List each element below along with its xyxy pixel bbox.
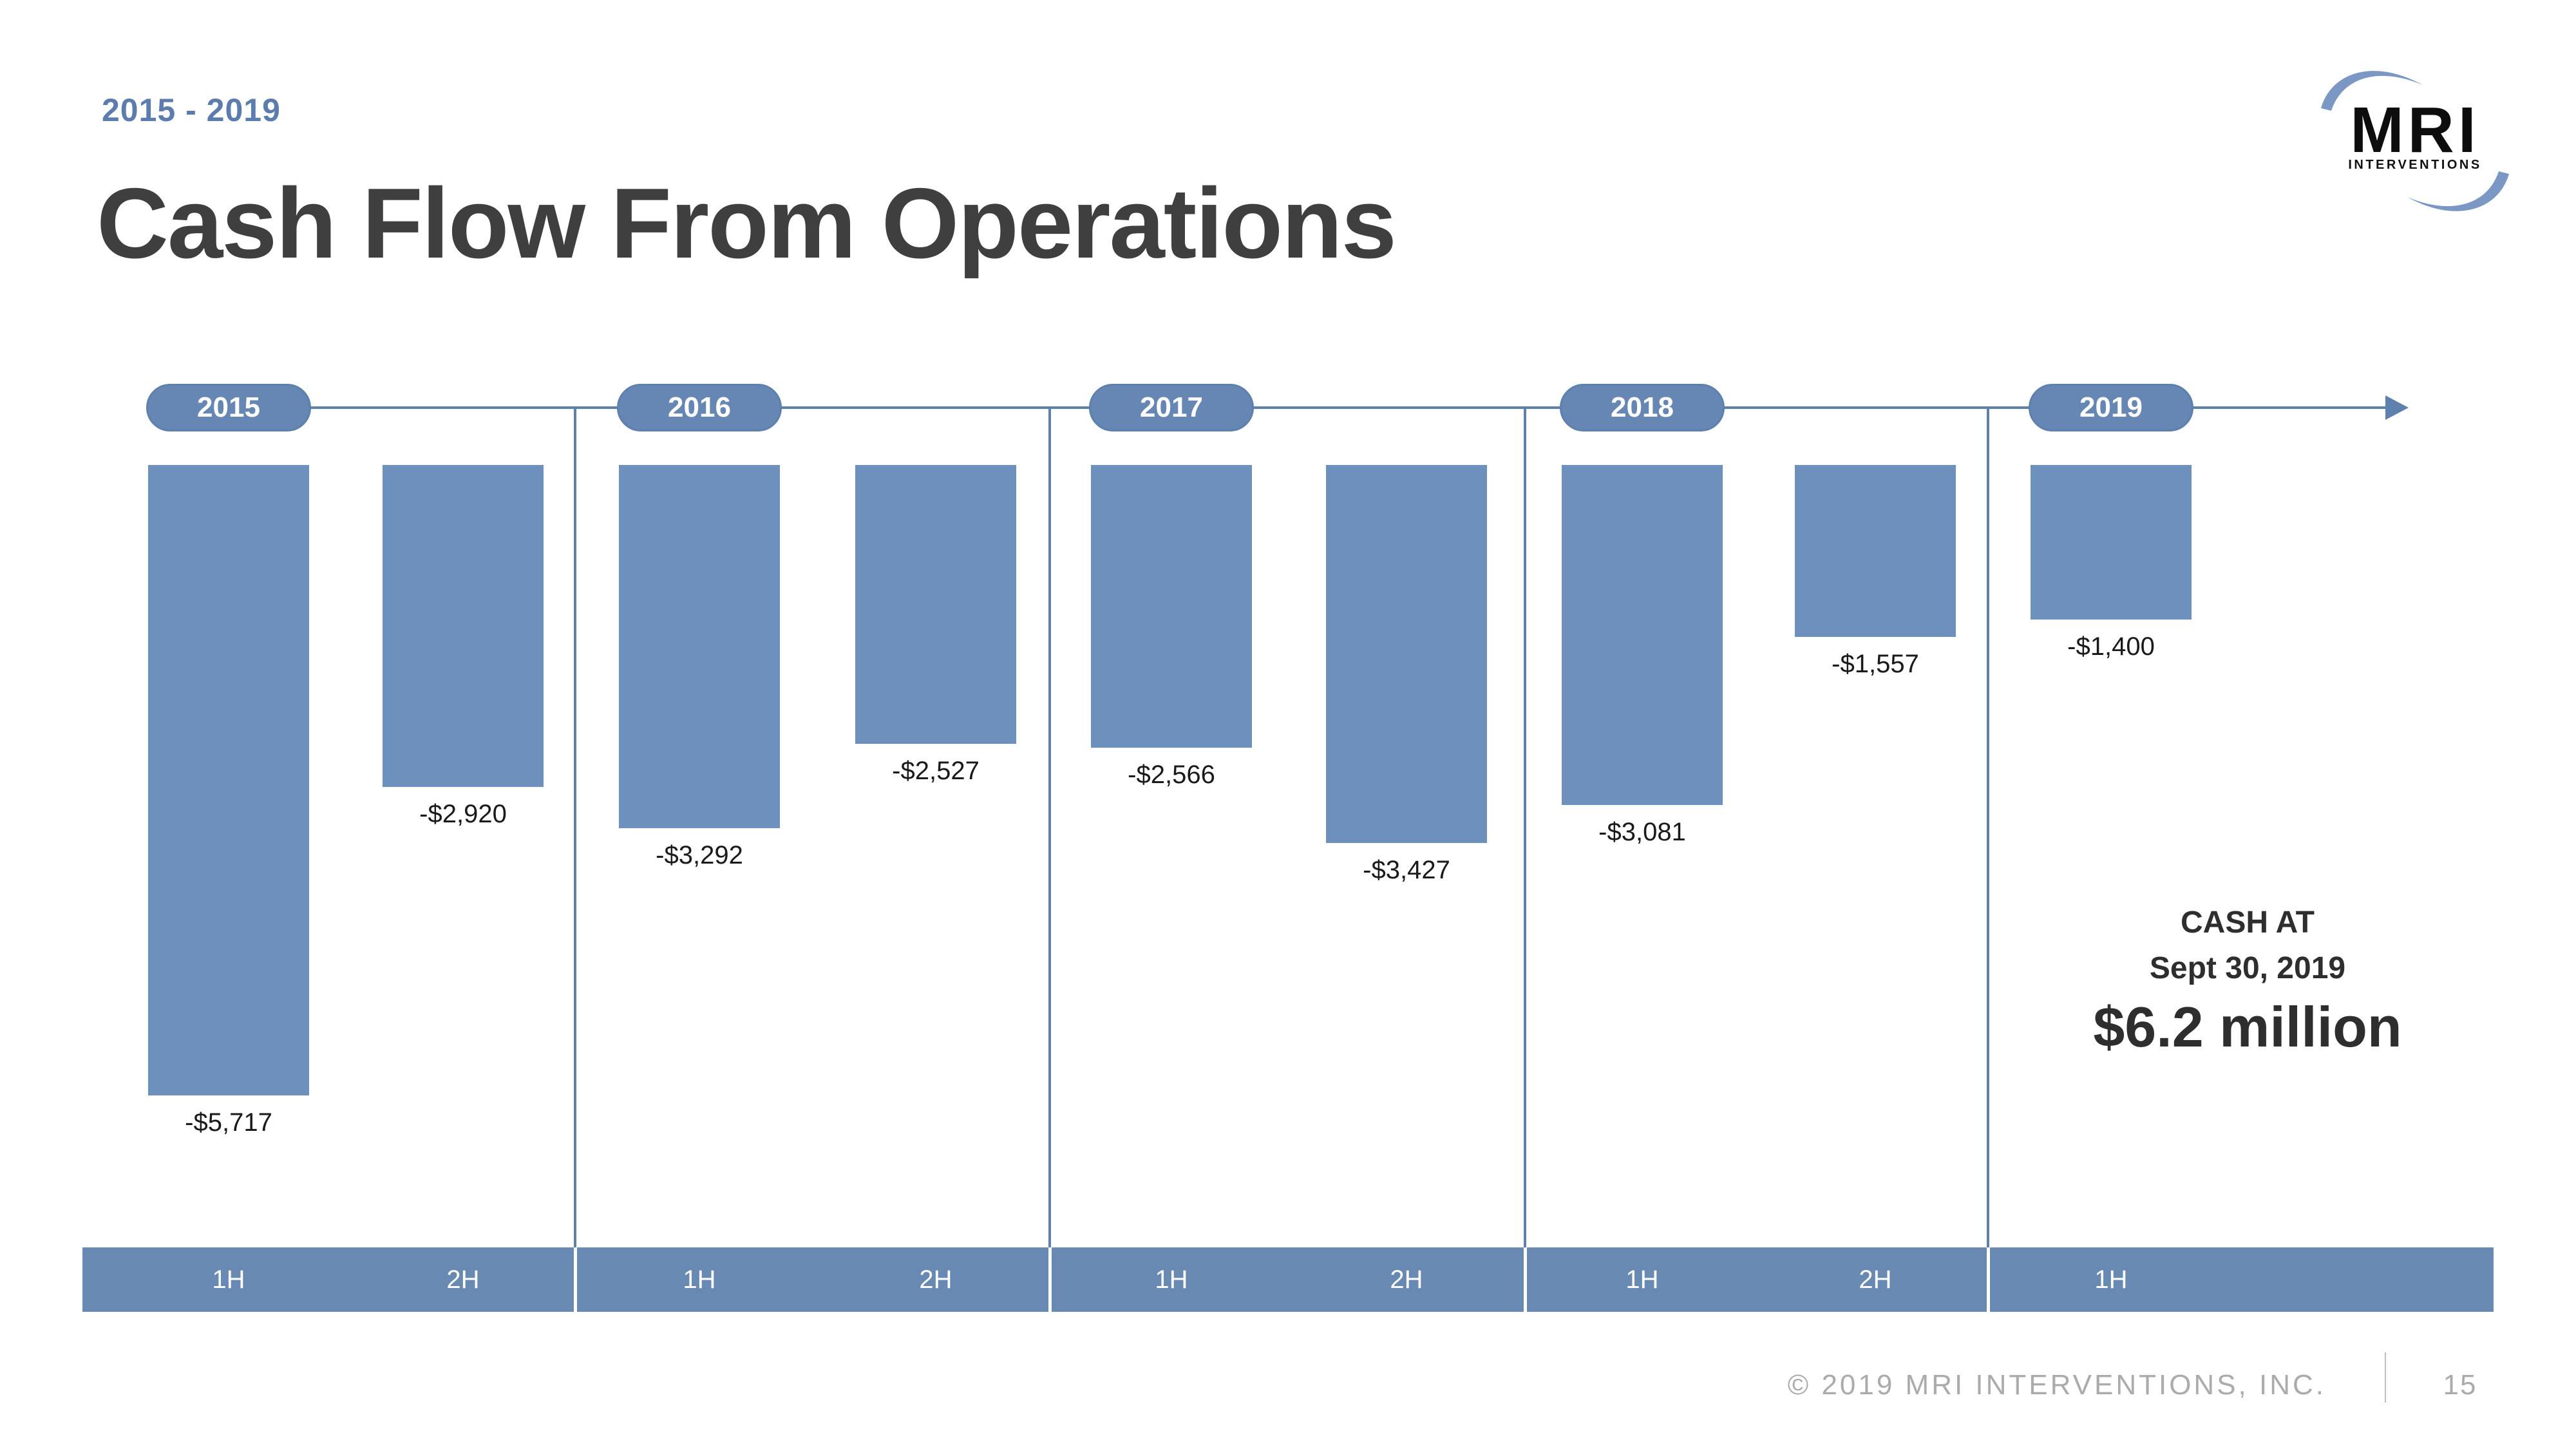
bar-value-label: -$3,292 xyxy=(656,841,743,869)
year-pill-2015: 2015 xyxy=(146,384,311,431)
period-label: 1H xyxy=(1155,1265,1188,1294)
period-band xyxy=(82,1247,2494,1312)
slide-title: Cash Flow From Operations xyxy=(97,167,1397,279)
bar-2019-1H xyxy=(2031,465,2192,620)
period-label: 1H xyxy=(1625,1265,1659,1294)
logo-subtext: INTERVENTIONS xyxy=(2348,158,2481,172)
band-separator xyxy=(1048,1247,1052,1312)
date-range-label: 2015 - 2019 xyxy=(102,92,281,128)
bar-2018-2H xyxy=(1795,465,1956,637)
year-pill-2018: 2018 xyxy=(1560,384,1725,431)
bar-value-label: -$1,400 xyxy=(2067,632,2155,661)
cash-annotation: CASH AT Sept 30, 2019 $6.2 million xyxy=(1984,900,2512,1063)
bar-2016-1H xyxy=(619,465,780,828)
bar-2017-1H xyxy=(1091,465,1252,748)
timeline-axis xyxy=(155,406,2385,409)
year-pill-2017: 2017 xyxy=(1089,384,1254,431)
logo-swoosh-top xyxy=(2321,71,2423,111)
bar-value-label: -$2,920 xyxy=(419,800,507,828)
bar-2018-1H xyxy=(1562,465,1723,805)
cash-annotation-amount: $6.2 million xyxy=(2093,995,2402,1059)
bar-value-label: -$2,527 xyxy=(892,757,980,785)
bar-2015-1H xyxy=(148,465,309,1095)
logo-brand-text: MRI xyxy=(2350,94,2479,166)
page-number: 15 xyxy=(2443,1369,2477,1401)
group-divider xyxy=(574,408,576,1247)
band-separator xyxy=(574,1247,577,1312)
period-label: 1H xyxy=(683,1265,716,1294)
timeline-arrow-icon xyxy=(2385,395,2409,420)
period-label: 2H xyxy=(919,1265,952,1294)
bar-value-label: -$2,566 xyxy=(1128,761,1215,789)
bar-value-label: -$1,557 xyxy=(1832,650,1919,678)
footer-divider xyxy=(2385,1352,2386,1403)
period-label: 2H xyxy=(1859,1265,1892,1294)
bar-2017-2H xyxy=(1326,465,1487,843)
bar-value-label: -$3,427 xyxy=(1363,856,1450,884)
band-separator xyxy=(1987,1247,1990,1312)
cash-annotation-heading: CASH AT xyxy=(2181,905,2315,940)
year-pill-2016: 2016 xyxy=(617,384,782,431)
group-divider xyxy=(1524,408,1526,1247)
group-divider xyxy=(1987,408,1989,1247)
logo-swoosh-bottom xyxy=(2407,171,2509,211)
period-label: 2H xyxy=(446,1265,480,1294)
group-divider xyxy=(1048,408,1051,1247)
cash-annotation-date: Sept 30, 2019 xyxy=(2149,951,2346,985)
footer-copyright: © 2019 MRI INTERVENTIONS, INC. xyxy=(1787,1369,2326,1401)
bar-2016-2H xyxy=(855,465,1016,744)
bar-value-label: -$3,081 xyxy=(1598,818,1686,846)
band-separator xyxy=(1524,1247,1527,1312)
mri-interventions-logo: MRI INTERVENTIONS xyxy=(2321,71,2509,211)
bar-2015-2H xyxy=(383,465,544,787)
bar-value-label: -$5,717 xyxy=(185,1108,272,1137)
period-label: 1H xyxy=(2094,1265,2128,1294)
period-label: 1H xyxy=(212,1265,245,1294)
period-label: 2H xyxy=(1390,1265,1423,1294)
year-pill-2019: 2019 xyxy=(2029,384,2193,431)
